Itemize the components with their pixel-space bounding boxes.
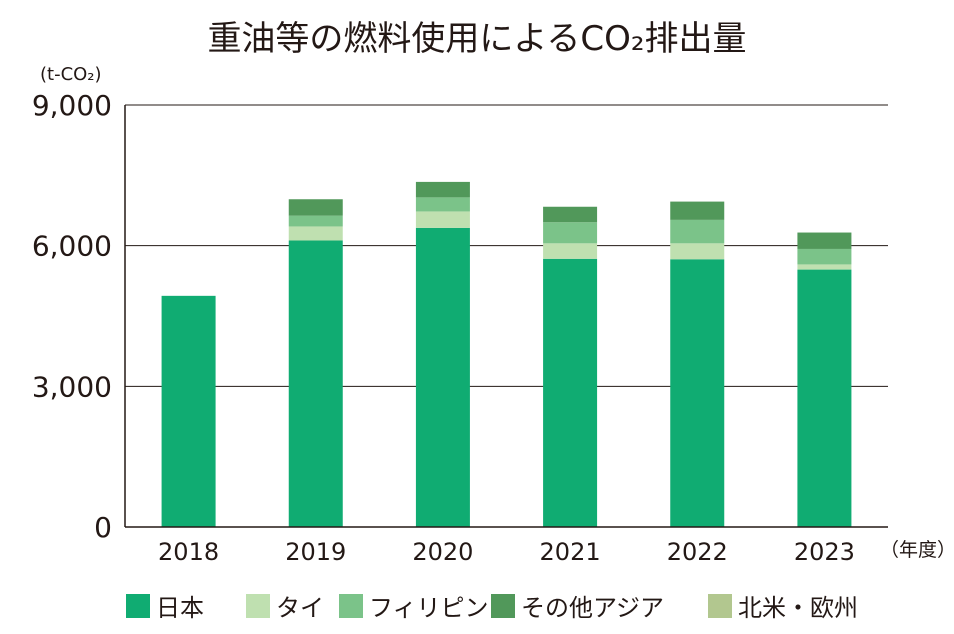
bars <box>161 181 852 528</box>
legend-swatch <box>491 594 515 618</box>
bar-segment <box>415 227 470 528</box>
axes <box>124 105 888 528</box>
legend-swatch <box>339 594 363 618</box>
x-tick-label: 2020 <box>412 538 473 566</box>
bar-segment <box>543 258 598 527</box>
x-tick-labels: 2018 2019 2020 2021 2022 2023 <box>158 538 855 566</box>
legend-swatch <box>246 594 270 618</box>
y-tick-label: 3,000 <box>32 370 112 403</box>
legend-swatch <box>708 594 732 618</box>
legend-label: 北米・欧州 <box>738 594 858 622</box>
legend-item: フィリピン <box>339 594 489 622</box>
legend: 日本 タイ フィリピン その他アジア 北米・欧州 <box>126 594 858 622</box>
x-tick-label: 2022 <box>667 538 728 566</box>
chart-title: 重油等の燃料使用によるCO₂排出量 <box>207 19 746 59</box>
bar-segment <box>288 240 343 527</box>
y-tick-label: 6,000 <box>32 230 112 263</box>
legend-label: タイ <box>276 594 324 622</box>
x-tick-label: 2019 <box>285 538 346 566</box>
legend-item: その他アジア <box>491 594 664 622</box>
bar-segment <box>670 219 725 244</box>
legend-item: 日本 <box>126 594 204 622</box>
legend-label: 日本 <box>156 594 204 622</box>
bar-segment <box>543 222 598 244</box>
legend-item: タイ <box>246 594 324 622</box>
legend-label: その他アジア <box>521 594 664 622</box>
x-tick-label: 2023 <box>794 538 855 566</box>
bar-segment <box>670 243 725 260</box>
legend-label: フィリピン <box>369 594 489 622</box>
bar-segment <box>797 264 852 270</box>
bar-segment <box>543 206 598 223</box>
bar-segment <box>288 199 343 216</box>
bar-segment <box>415 211 470 228</box>
y-tick-labels: 0 3,000 6,000 9,000 <box>32 89 112 544</box>
bar-segment <box>415 197 470 212</box>
legend-item: 北米・欧州 <box>708 594 858 622</box>
grid-lines <box>125 104 888 387</box>
bar-segment <box>288 215 343 227</box>
bar-segment <box>797 248 852 265</box>
y-axis-unit: (t-CO₂) <box>40 64 102 85</box>
bar-segment <box>288 226 343 241</box>
x-tick-label: 2018 <box>158 538 219 566</box>
y-tick-label: 9,000 <box>32 89 112 122</box>
legend-swatch <box>126 594 150 618</box>
y-tick-label: 0 <box>94 511 112 544</box>
bar-segment <box>543 243 598 259</box>
x-tick-label: 2021 <box>540 538 601 566</box>
bar-segment <box>415 181 470 198</box>
x-axis-unit: （年度） <box>880 539 954 561</box>
bar-segment <box>797 269 852 527</box>
bar-segment <box>670 201 725 220</box>
bar-segment <box>670 259 725 527</box>
bar-segment <box>161 295 216 527</box>
bar-segment <box>797 232 852 249</box>
